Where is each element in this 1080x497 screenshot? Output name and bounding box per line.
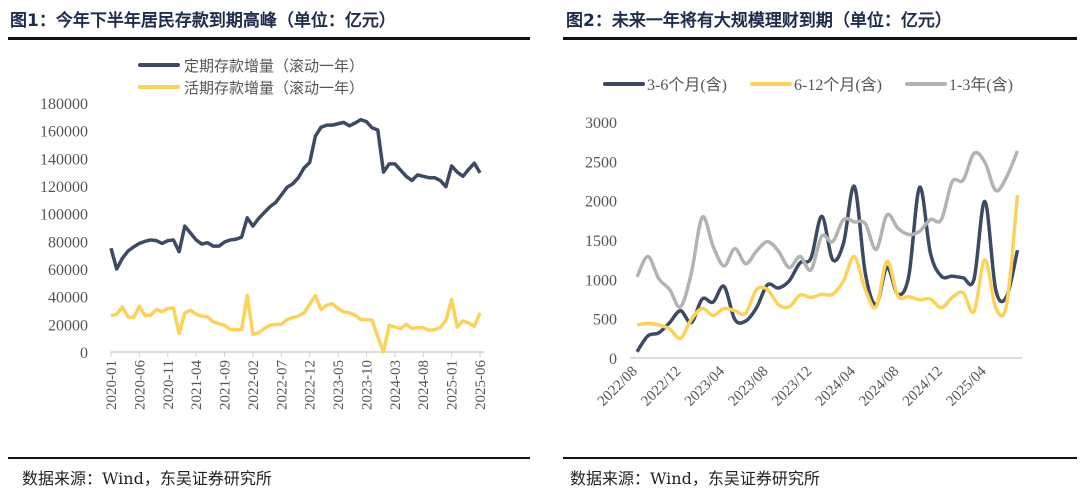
right-series-line-1 bbox=[635, 184, 1020, 353]
right-y-tick-label: 2000 bbox=[585, 194, 617, 211]
right-y-tick-label: 1000 bbox=[585, 272, 617, 289]
right-x-tick-label: 2025/04 bbox=[944, 363, 990, 409]
left-y-tick-label: 100000 bbox=[40, 207, 88, 224]
left-x-tick-label: 2021-09 bbox=[218, 360, 234, 410]
left-y-tick-label: 180000 bbox=[40, 96, 88, 113]
left-x-tick-label: 2022-07 bbox=[274, 360, 290, 410]
right-title-rule bbox=[563, 37, 1077, 40]
left-legend-label-2: 活期存款增量（滚动一年） bbox=[184, 79, 364, 97]
left-x-tick-label: 2025-01 bbox=[445, 360, 461, 410]
left-y-tick-label: 80000 bbox=[48, 234, 88, 251]
right-legend-label-3: 1-3年(含) bbox=[949, 76, 1013, 94]
left-x-tick-label: 2025-06 bbox=[473, 360, 489, 410]
right-x-tick-label: 2024/04 bbox=[813, 363, 859, 409]
right-series-line-2 bbox=[636, 194, 1020, 341]
right-y-tick-label: 500 bbox=[593, 312, 617, 329]
left-title-rule bbox=[8, 37, 530, 40]
left-x-tick-label: 2021-04 bbox=[189, 360, 205, 410]
left-y-tick-label: 0 bbox=[80, 345, 88, 362]
left-y-tick-label: 160000 bbox=[40, 124, 88, 141]
right-x-tick-label: 2023/04 bbox=[682, 363, 728, 409]
left-y-tick-label: 60000 bbox=[48, 262, 88, 279]
right-x-tick-label: 2023/08 bbox=[726, 364, 772, 410]
left-x-tick-label: 2020-06 bbox=[132, 360, 148, 410]
right-y-tick-label: 3000 bbox=[585, 115, 617, 132]
left-x-tick-label: 2024-03 bbox=[388, 360, 404, 410]
left-y-tick-label: 120000 bbox=[40, 179, 88, 196]
left-footer-rule bbox=[8, 457, 530, 459]
right-x-tick-label: 2023/12 bbox=[769, 364, 815, 410]
right-y-tick-label: 0 bbox=[609, 351, 617, 368]
left-source-note: 数据来源：Wind，东吴证券研究所 bbox=[22, 469, 272, 488]
left-x-tick-label: 2022-02 bbox=[246, 360, 262, 410]
left-y-tick-label: 20000 bbox=[48, 317, 88, 334]
left-x-tick-label: 2020-11 bbox=[161, 360, 177, 409]
left-x-tick-label: 2024-08 bbox=[416, 360, 432, 410]
right-source-note: 数据来源：Wind，东吴证券研究所 bbox=[570, 469, 820, 488]
right-x-tick-label: 2024/08 bbox=[856, 364, 902, 410]
left-series-line-2 bbox=[110, 293, 482, 354]
left-series-line-1 bbox=[109, 117, 482, 271]
left-x-tick-label: 2022-12 bbox=[303, 360, 319, 410]
right-legend-label-2: 6-12个月(含) bbox=[794, 76, 882, 94]
right-x-tick-label: 2022/08 bbox=[595, 364, 641, 410]
right-y-tick-label: 2500 bbox=[585, 154, 617, 171]
left-y-tick-label: 140000 bbox=[40, 151, 88, 168]
right-x-tick-label: 2024/12 bbox=[900, 364, 946, 410]
right-x-tick-label: 2022/12 bbox=[638, 364, 684, 410]
right-chart-title: 图2：未来一年将有大规模理财到期（单位：亿元） bbox=[566, 11, 952, 31]
left-x-tick-label: 2023-05 bbox=[331, 360, 347, 410]
left-x-tick-label: 2020-01 bbox=[104, 360, 120, 410]
left-legend-label-1: 定期存款增量（滚动一年） bbox=[184, 57, 364, 75]
left-chart-title: 图1：今年下半年居民存款到期高峰（单位：亿元） bbox=[10, 11, 396, 31]
right-footer-rule bbox=[563, 457, 1077, 459]
right-y-tick-label: 1500 bbox=[585, 233, 617, 250]
right-legend-label-1: 3-6个月(含) bbox=[647, 76, 727, 94]
left-x-tick-label: 2023-10 bbox=[359, 360, 375, 410]
left-y-tick-label: 40000 bbox=[48, 290, 88, 307]
right-series-line-3 bbox=[635, 150, 1020, 309]
